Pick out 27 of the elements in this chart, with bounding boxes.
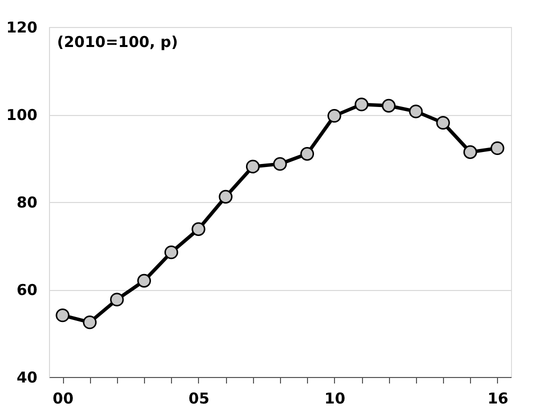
- point: [490, 141, 504, 156]
- point: [327, 108, 342, 123]
- point: [246, 160, 260, 174]
- point: [82, 315, 97, 330]
- y-tick-label: 80: [16, 194, 38, 212]
- point: [382, 98, 396, 113]
- annotation: (2010=100, p): [57, 33, 178, 51]
- x-tick-label: 00: [52, 390, 74, 408]
- y-tick-label: 60: [16, 281, 38, 299]
- point: [354, 98, 368, 112]
- point: [273, 157, 287, 171]
- x-tick-label: 16: [487, 390, 508, 408]
- point: [436, 116, 450, 130]
- y-tick-label: 40: [16, 368, 38, 386]
- point: [56, 308, 70, 322]
- point: [137, 274, 151, 288]
- x-tick-label: 05: [188, 390, 210, 408]
- point: [192, 222, 206, 236]
- point: [110, 292, 124, 306]
- point: [300, 147, 314, 161]
- y-tick-label: 120: [6, 18, 38, 36]
- point: [463, 145, 478, 159]
- point: [409, 104, 423, 118]
- x-tick-label: 10: [324, 390, 346, 408]
- y-tick-label: 100: [6, 106, 38, 124]
- point: [218, 190, 233, 204]
- point: [164, 245, 178, 260]
